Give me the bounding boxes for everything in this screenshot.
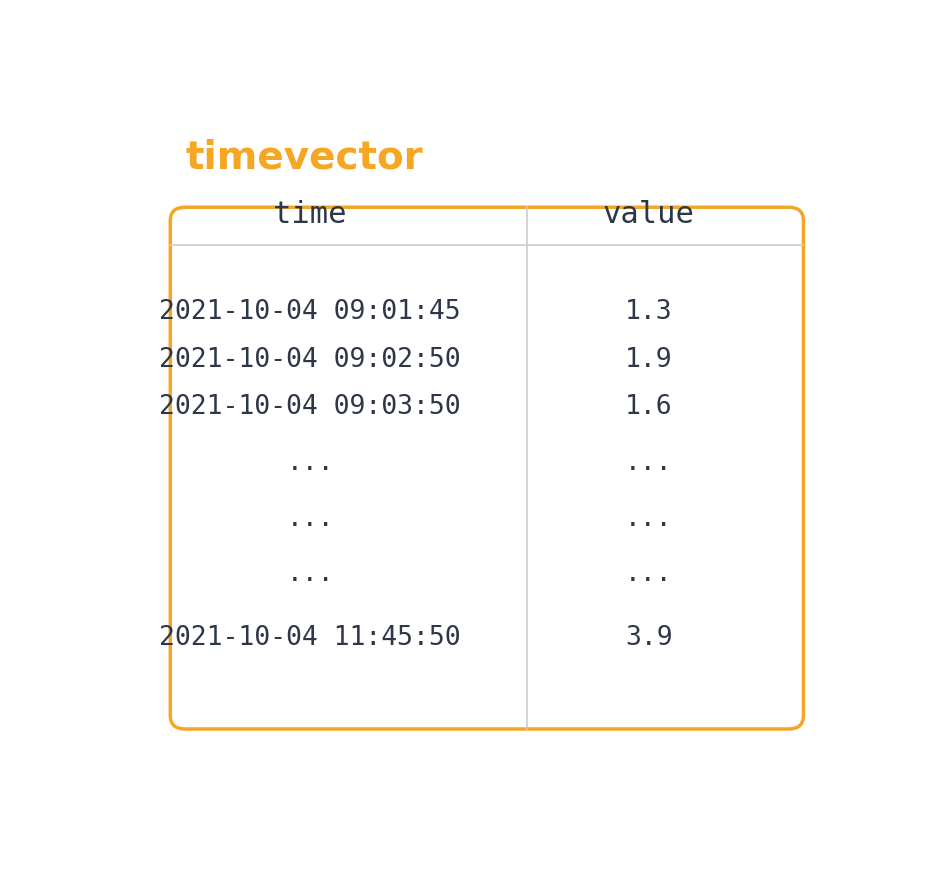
Text: time: time (274, 200, 347, 229)
Text: ...: ... (625, 506, 673, 532)
Text: ...: ... (286, 561, 334, 588)
Text: ...: ... (625, 451, 673, 476)
Text: 3.9: 3.9 (625, 625, 673, 650)
Text: 2021-10-04 09:01:45: 2021-10-04 09:01:45 (160, 299, 461, 326)
Text: 1.9: 1.9 (625, 347, 673, 373)
Text: ...: ... (625, 561, 673, 588)
Text: ...: ... (286, 506, 334, 532)
FancyBboxPatch shape (170, 207, 804, 729)
Text: ...: ... (286, 451, 334, 476)
Text: value: value (603, 200, 694, 229)
Text: timevector: timevector (185, 139, 423, 177)
Text: 2021-10-04 11:45:50: 2021-10-04 11:45:50 (160, 625, 461, 650)
Text: 2021-10-04 09:02:50: 2021-10-04 09:02:50 (160, 347, 461, 373)
Text: 2021-10-04 09:03:50: 2021-10-04 09:03:50 (160, 394, 461, 420)
Text: 1.3: 1.3 (625, 299, 673, 326)
Text: 1.6: 1.6 (625, 394, 673, 420)
